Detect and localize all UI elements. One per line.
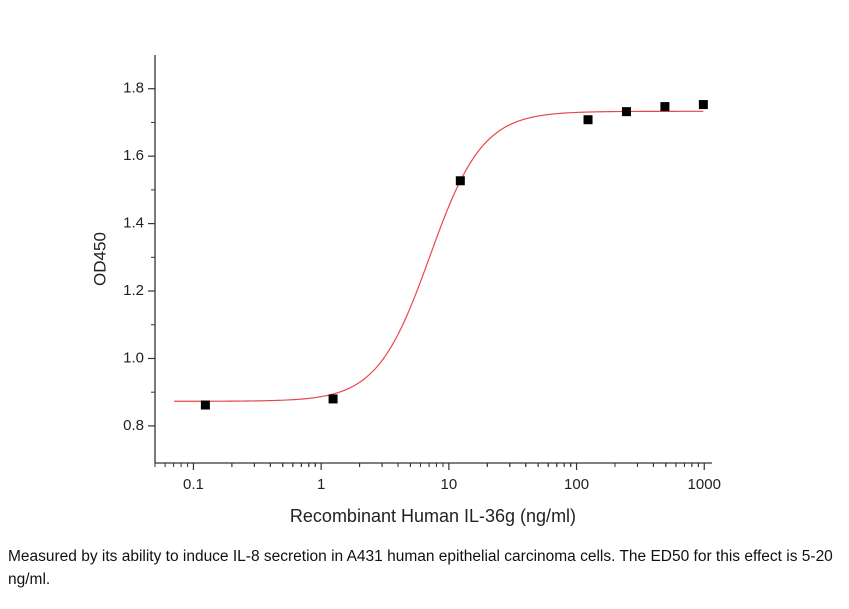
data-point: [698, 100, 708, 110]
caption: Measured by its ability to induce IL-8 s…: [8, 548, 833, 588]
x-tick-label: 100: [564, 476, 589, 493]
y-axis-title: OD450: [90, 232, 109, 286]
y-tick-label: 1.0: [123, 349, 144, 366]
fit-curve: [174, 110, 704, 402]
x-tick-label: 10: [441, 476, 458, 493]
data-point: [200, 400, 210, 410]
data-point: [455, 176, 465, 186]
y-tick-label: 1.2: [123, 282, 144, 299]
y-tick-label: 0.8: [123, 417, 144, 434]
x-axis-title: Recombinant Human IL-36g (ng/ml): [290, 506, 576, 526]
x-tick-label: 1000: [688, 476, 721, 493]
data-point: [660, 102, 670, 112]
x-tick-label: 1: [317, 476, 325, 493]
y-tick-label: 1.6: [123, 147, 144, 164]
y-tick-label: 1.8: [123, 80, 144, 97]
y-tick-label: 1.4: [123, 215, 144, 232]
chart: Recombinant Human IL-36g (ng/ml) OD450 0…: [90, 55, 721, 526]
data-point: [328, 394, 338, 404]
data-point: [583, 115, 593, 125]
x-tick-label: 0.1: [183, 476, 204, 493]
data-point: [621, 107, 631, 117]
